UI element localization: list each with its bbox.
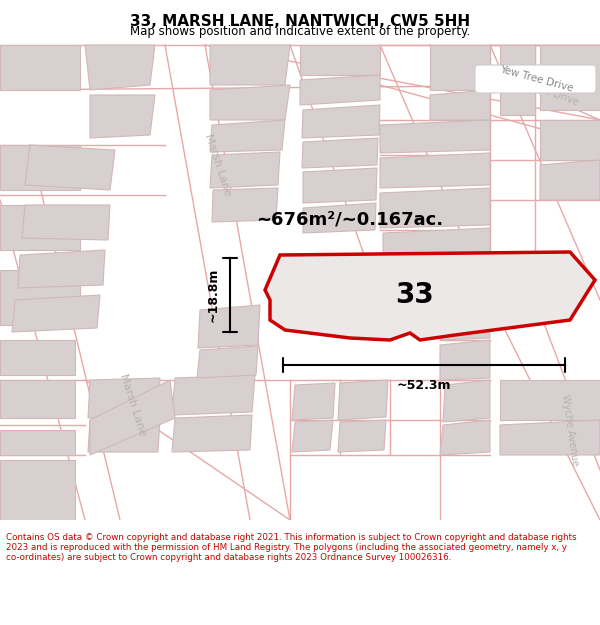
Polygon shape xyxy=(0,145,80,190)
Polygon shape xyxy=(12,295,100,332)
Text: Marsh Lane: Marsh Lane xyxy=(118,372,148,438)
Polygon shape xyxy=(338,420,386,452)
Polygon shape xyxy=(210,120,285,152)
Polygon shape xyxy=(500,45,535,115)
Polygon shape xyxy=(0,270,80,325)
Polygon shape xyxy=(0,45,80,90)
Polygon shape xyxy=(292,383,335,420)
Polygon shape xyxy=(500,420,600,455)
Polygon shape xyxy=(500,380,600,420)
Polygon shape xyxy=(380,188,490,228)
Polygon shape xyxy=(540,120,600,160)
Polygon shape xyxy=(303,203,376,233)
Polygon shape xyxy=(197,346,258,378)
Polygon shape xyxy=(383,228,490,262)
Polygon shape xyxy=(303,168,377,203)
Polygon shape xyxy=(210,152,280,188)
Polygon shape xyxy=(210,45,290,85)
Polygon shape xyxy=(88,418,160,452)
Polygon shape xyxy=(198,305,260,348)
Polygon shape xyxy=(88,378,160,418)
Text: ~18.8m: ~18.8m xyxy=(207,268,220,322)
Polygon shape xyxy=(90,95,155,138)
Polygon shape xyxy=(430,45,490,90)
Polygon shape xyxy=(440,300,490,340)
Polygon shape xyxy=(443,380,490,422)
Polygon shape xyxy=(338,380,388,420)
Text: Marsh Lane: Marsh Lane xyxy=(203,132,233,198)
Polygon shape xyxy=(265,252,595,340)
Polygon shape xyxy=(18,250,105,288)
Polygon shape xyxy=(172,415,252,452)
Polygon shape xyxy=(85,45,155,90)
FancyBboxPatch shape xyxy=(475,65,596,93)
Polygon shape xyxy=(25,145,115,190)
Text: Yew Tree Drive: Yew Tree Drive xyxy=(498,64,574,94)
Polygon shape xyxy=(0,340,75,375)
Polygon shape xyxy=(0,460,75,520)
Polygon shape xyxy=(540,45,600,110)
Polygon shape xyxy=(22,205,110,240)
Polygon shape xyxy=(300,45,380,75)
Polygon shape xyxy=(300,75,380,105)
Polygon shape xyxy=(210,85,290,120)
Polygon shape xyxy=(540,160,600,200)
Polygon shape xyxy=(440,420,490,455)
Polygon shape xyxy=(0,380,75,418)
Text: Yew Tree Drive: Yew Tree Drive xyxy=(510,73,580,107)
Polygon shape xyxy=(380,120,490,153)
Polygon shape xyxy=(172,375,255,415)
Polygon shape xyxy=(440,340,490,380)
Polygon shape xyxy=(302,138,378,168)
Polygon shape xyxy=(0,205,80,250)
Text: Map shows position and indicative extent of the property.: Map shows position and indicative extent… xyxy=(130,25,470,38)
Text: 33, MARSH LANE, NANTWICH, CW5 5HH: 33, MARSH LANE, NANTWICH, CW5 5HH xyxy=(130,14,470,29)
Text: 33: 33 xyxy=(395,281,434,309)
Polygon shape xyxy=(212,188,278,222)
Text: Wyche Avenue: Wyche Avenue xyxy=(560,394,580,466)
Polygon shape xyxy=(302,105,380,138)
Polygon shape xyxy=(380,153,490,188)
Polygon shape xyxy=(430,90,490,120)
Text: ~52.3m: ~52.3m xyxy=(397,379,451,392)
Text: ~676m²/~0.167ac.: ~676m²/~0.167ac. xyxy=(256,211,443,229)
Text: Contains OS data © Crown copyright and database right 2021. This information is : Contains OS data © Crown copyright and d… xyxy=(6,532,577,562)
Polygon shape xyxy=(90,380,175,455)
Polygon shape xyxy=(0,430,75,455)
Polygon shape xyxy=(292,420,333,452)
